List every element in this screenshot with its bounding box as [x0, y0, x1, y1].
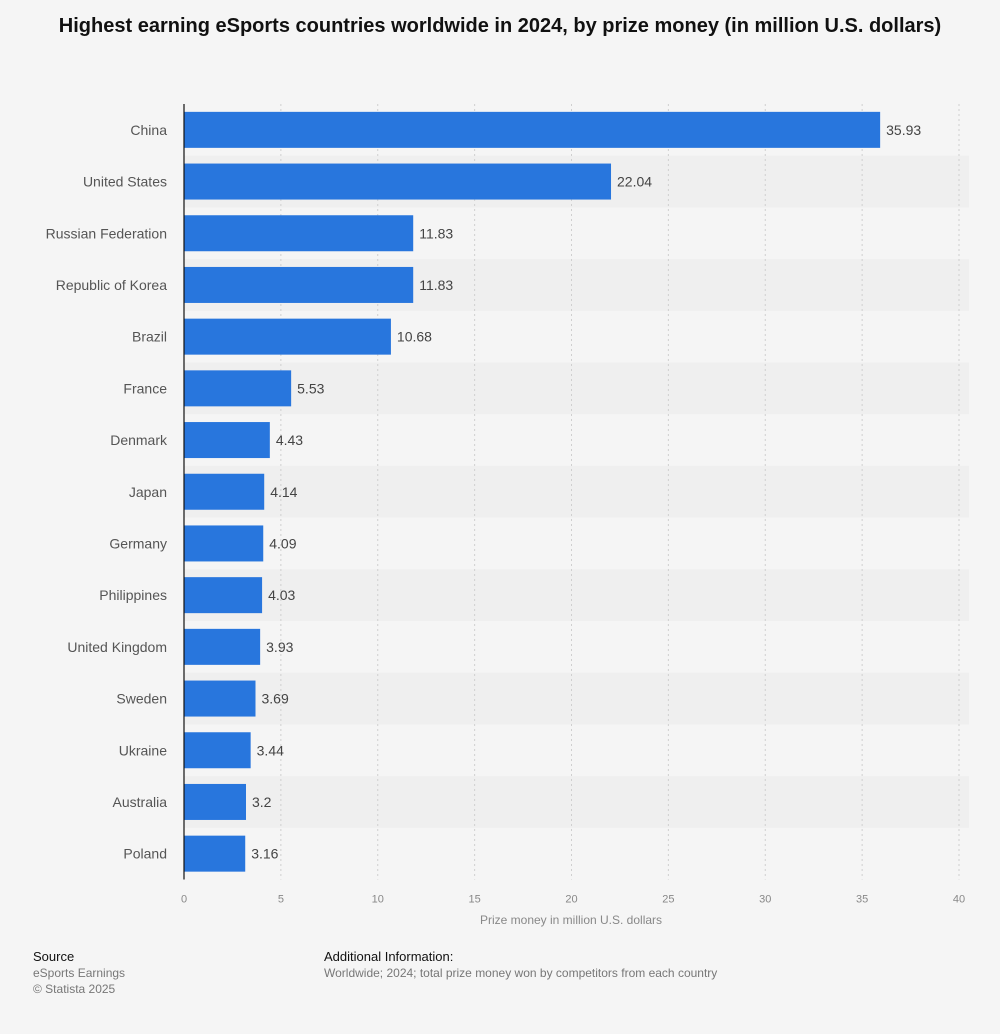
x-tick-label: 35: [856, 894, 868, 906]
x-tick-label: 0: [181, 894, 187, 906]
value-label: 4.14: [270, 484, 297, 500]
category-label: Republic of Korea: [56, 277, 168, 293]
x-tick-labels: 0 5 10 15 20 25 30 35 40: [181, 894, 965, 906]
bar[interactable]: [184, 215, 414, 252]
x-tick-label: 10: [372, 894, 384, 906]
value-label: 5.53: [297, 380, 324, 396]
x-axis-label: Prize money in million U.S. dollars: [480, 913, 662, 927]
category-labels: China United States Russian Federation Repu…: [46, 122, 168, 862]
category-label: Philippines: [99, 587, 167, 603]
x-tick-label: 40: [953, 894, 965, 906]
x-tick-label: 30: [759, 894, 771, 906]
bar[interactable]: [184, 266, 414, 303]
value-label: 3.93: [266, 639, 293, 655]
bar[interactable]: [184, 835, 246, 872]
chart-title: Highest earning eSports countries worldw…: [58, 15, 942, 37]
category-label: Australia: [113, 794, 168, 810]
gridlines: [280, 104, 960, 880]
value-label: 22.04: [617, 174, 652, 190]
category-label: Ukraine: [119, 742, 167, 758]
category-label: France: [123, 380, 167, 396]
source-heading: Source: [33, 949, 75, 964]
row-band: [184, 362, 969, 415]
value-label: 3.44: [257, 742, 284, 758]
bar[interactable]: [184, 318, 391, 355]
x-tick-label: 5: [278, 894, 284, 906]
info-text: Worldwide; 2024; total prize money won b…: [324, 966, 718, 980]
bar[interactable]: [184, 680, 256, 717]
category-label: Poland: [123, 846, 167, 862]
category-label: Denmark: [110, 432, 168, 448]
row-bands: [184, 155, 969, 828]
value-labels: 35.93 22.04 11.83 11.83 10.68 5.53 4.43 4.14 4.0…: [251, 122, 921, 862]
x-tick-label: 15: [469, 894, 481, 906]
additional-info-block: Additional Information: Worldwide; 2024;…: [324, 949, 717, 981]
row-band: [184, 569, 969, 621]
row-band: [184, 776, 969, 828]
value-label: 10.68: [397, 329, 432, 345]
source-block: Source eSports Earnings © Statista 2025: [33, 949, 125, 997]
value-label: 3.69: [261, 691, 288, 707]
bar[interactable]: [184, 370, 292, 407]
value-label: 35.93: [886, 122, 921, 138]
category-label: Russian Federation: [46, 225, 167, 241]
value-label: 11.83: [419, 277, 453, 293]
bar[interactable]: [184, 422, 270, 459]
category-label: Germany: [109, 535, 167, 551]
category-label: Japan: [129, 484, 167, 500]
value-label: 3.2: [252, 794, 272, 810]
source-name[interactable]: eSports Earnings: [33, 966, 126, 980]
value-label: 11.83: [419, 225, 453, 241]
bar-chart: China United States Russian Federation Repu…: [45, 104, 969, 927]
x-tick-label: 20: [565, 894, 577, 906]
category-label: United States: [83, 174, 167, 190]
bar[interactable]: [184, 473, 265, 510]
bar[interactable]: [184, 525, 264, 562]
bars: [184, 111, 881, 872]
category-label: China: [130, 122, 167, 138]
row-band: [184, 672, 969, 725]
bar[interactable]: [184, 163, 612, 200]
row-band: [184, 465, 969, 518]
bar[interactable]: [184, 628, 261, 665]
value-label: 3.16: [251, 846, 278, 862]
value-label: 4.03: [268, 587, 295, 603]
bar[interactable]: [184, 732, 251, 769]
x-tick-label: 25: [662, 894, 674, 906]
category-label: Sweden: [116, 691, 167, 707]
bar[interactable]: [184, 111, 881, 148]
bar[interactable]: [184, 783, 246, 820]
category-label: Brazil: [132, 329, 167, 345]
value-label: 4.09: [269, 535, 296, 551]
bar[interactable]: [184, 577, 263, 614]
category-label: United Kingdom: [67, 639, 167, 655]
info-heading: Additional Information:: [324, 949, 454, 964]
value-label: 4.43: [276, 432, 303, 448]
copyright: © Statista 2025: [33, 982, 116, 996]
